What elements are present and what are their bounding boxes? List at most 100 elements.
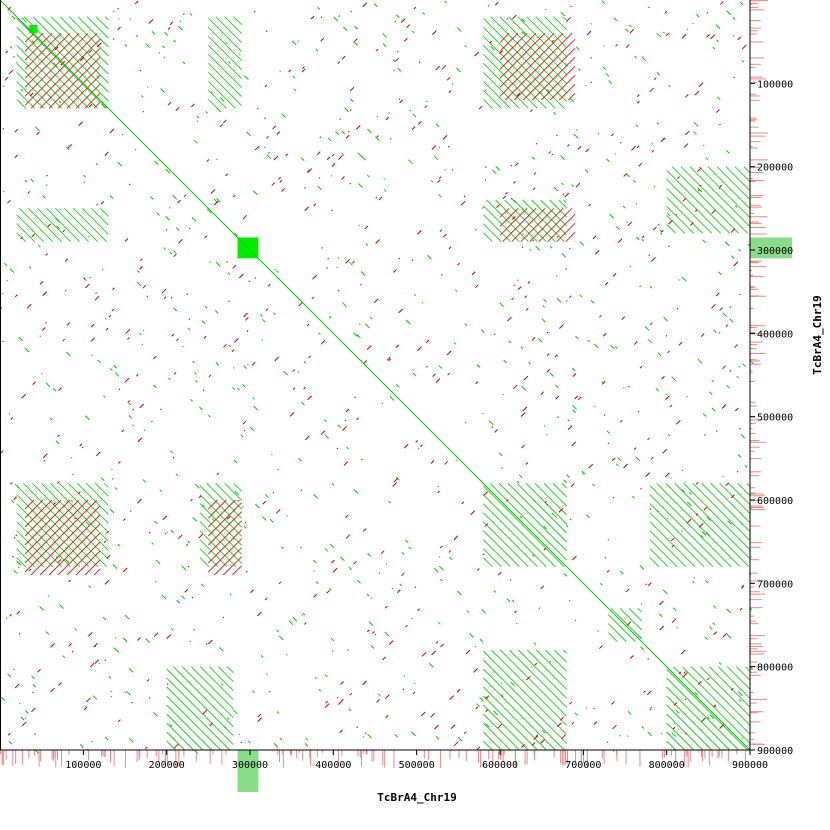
match-dot (154, 580, 157, 583)
match-dot (512, 384, 518, 390)
match-dot (188, 318, 191, 321)
match-dot (641, 235, 645, 239)
match-dot (162, 515, 168, 521)
match-dot (331, 482, 335, 486)
match-dot (524, 295, 528, 299)
match-dot (485, 709, 489, 713)
match-dot (694, 692, 699, 696)
block-hatch (502, 207, 537, 243)
match-dot (104, 580, 110, 585)
match-dot (276, 131, 281, 135)
match-dot (14, 154, 19, 159)
match-dot (724, 241, 730, 247)
match-dot (629, 265, 632, 268)
match-dot (251, 362, 256, 366)
match-dot (55, 555, 59, 559)
block-hatch (226, 666, 234, 674)
match-dot (617, 238, 623, 244)
match-dot (167, 26, 171, 30)
match-dot (388, 358, 391, 362)
match-dot (42, 453, 48, 459)
match-dot (574, 395, 578, 400)
match-dot (599, 645, 603, 649)
match-dot (345, 514, 349, 519)
match-dot (678, 279, 680, 281)
match-dot (370, 597, 373, 600)
match-dot (435, 736, 440, 740)
block-hatch (482, 650, 568, 735)
match-dot (6, 279, 9, 282)
match-dot (421, 652, 427, 657)
block-hatch (39, 514, 101, 576)
match-dot (146, 86, 149, 88)
block-hatch (666, 713, 704, 751)
block-hatch (708, 666, 751, 708)
match-dot (713, 631, 717, 636)
match-dot (5, 617, 8, 619)
match-dot (349, 261, 353, 266)
match-dot (411, 126, 416, 131)
match-dot (289, 411, 295, 417)
match-dot (303, 360, 307, 364)
match-dot (320, 16, 323, 18)
match-dot (640, 646, 644, 651)
match-dot (510, 164, 513, 167)
match-dot (234, 337, 239, 343)
match-dot (324, 419, 327, 422)
block-hatch (190, 666, 234, 710)
match-dot (636, 94, 640, 98)
match-dot (118, 461, 121, 464)
match-dot (694, 209, 698, 212)
y-ticks: 1000002000003000004000005000006000007000… (750, 79, 793, 757)
block-hatch (199, 530, 237, 568)
match-dot (612, 273, 617, 277)
match-dot (446, 76, 451, 81)
x-tick-label: 900000 (732, 760, 768, 771)
match-dot (628, 385, 630, 388)
match-dot (301, 614, 303, 616)
match-dot (718, 662, 722, 665)
match-dot (81, 446, 84, 449)
block-hatch (233, 16, 243, 26)
match-dot (386, 356, 391, 361)
block-hatch (207, 502, 243, 537)
block-hatch (207, 53, 243, 89)
match-dot (27, 191, 31, 194)
block-hatch (499, 207, 510, 218)
match-dot (204, 235, 208, 239)
match-dot (68, 579, 72, 583)
match-dot (275, 508, 281, 514)
match-dot (395, 383, 400, 388)
match-dot (636, 100, 640, 104)
match-dot (320, 430, 326, 435)
match-dot (626, 621, 632, 626)
match-dot (702, 239, 706, 244)
match-dot (666, 212, 671, 217)
match-dot (500, 682, 503, 684)
match-dot (681, 276, 687, 282)
match-dot (506, 17, 509, 20)
block-hatch (666, 731, 686, 751)
block-hatch (207, 89, 227, 109)
match-dot (303, 386, 306, 390)
block-hatch (24, 32, 71, 79)
block-hatch (499, 32, 555, 88)
block-hatch (489, 482, 568, 561)
x-tick-label: 400000 (315, 760, 351, 771)
match-dot (166, 531, 168, 534)
match-dot (13, 570, 18, 574)
block-hatch (499, 32, 546, 79)
match-dot (347, 130, 350, 133)
block-hatch (490, 16, 568, 94)
y-tick-label: 400000 (757, 329, 793, 340)
match-dot (497, 723, 503, 729)
block-hatch (224, 482, 243, 501)
match-dot (148, 19, 154, 24)
match-dot (279, 70, 281, 72)
match-dot (677, 176, 680, 179)
match-dot (378, 196, 383, 201)
match-dot (695, 13, 700, 18)
block-hatch (199, 521, 243, 564)
block-hatch (666, 187, 713, 234)
match-dot (725, 482, 730, 487)
